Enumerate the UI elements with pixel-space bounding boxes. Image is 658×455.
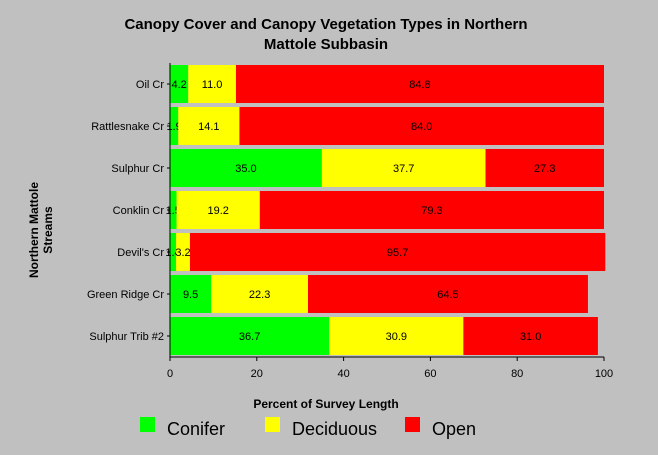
data-label-conifer-5: 9.5 <box>183 289 198 301</box>
data-label-conifer-6: 36.7 <box>239 331 260 343</box>
data-label-conifer-0: 4.2 <box>171 79 186 91</box>
y-axis-label-line-1: Northern Mattole <box>27 182 41 278</box>
data-label-deciduous-6: 30.9 <box>386 331 407 343</box>
bar-deciduous-4 <box>176 233 190 271</box>
bar-deciduous-1 <box>178 107 240 145</box>
data-label-deciduous-3: 19.2 <box>207 205 228 217</box>
data-label-open-0: 84.8 <box>409 79 430 91</box>
data-label-open-2: 27.3 <box>534 163 555 175</box>
bar-open-2 <box>485 149 604 187</box>
category-label-4: Devil's Cr <box>117 247 164 259</box>
x-tick-label-3: 60 <box>424 368 436 380</box>
category-label-2: Sulphur Cr <box>111 163 164 175</box>
x-tick-label-4: 80 <box>511 368 523 380</box>
category-label-5: Green Ridge Cr <box>87 289 164 301</box>
bar-open-4 <box>189 233 606 271</box>
bar-conifer-6 <box>170 317 330 355</box>
chart-title-line-1: Canopy Cover and Canopy Vegetation Types… <box>124 16 527 33</box>
data-label-conifer-2: 35.0 <box>235 163 256 175</box>
chart-title-line-2: Mattole Subbasin <box>264 36 388 53</box>
data-label-open-4: 95.7 <box>387 247 408 259</box>
y-axis-label-line-2: Streams <box>41 206 55 254</box>
legend: Conifer Deciduous Open <box>140 417 476 439</box>
data-label-deciduous-1: 14.1 <box>198 121 219 133</box>
bar-open-3 <box>259 191 604 229</box>
axis-layer: Oil Cr Rattlesnake Cr Sulphur Cr Conklin Cr… <box>87 63 613 380</box>
x-tick-label-1: 20 <box>251 368 263 380</box>
legend-swatch-deciduous <box>265 417 280 432</box>
bar-conifer-2 <box>170 149 322 187</box>
bar-open-5 <box>308 275 588 313</box>
bar-deciduous-6 <box>329 317 464 355</box>
category-label-3: Conklin Cr <box>113 205 165 217</box>
bar-open-6 <box>463 317 598 355</box>
category-label-6: Sulphur Trib #2 <box>89 331 164 343</box>
legend-swatch-conifer <box>140 417 155 432</box>
legend-label-open: Open <box>432 419 476 439</box>
data-label-open-6: 31.0 <box>520 331 541 343</box>
bar-deciduous-2 <box>321 149 486 187</box>
category-label-0: Oil Cr <box>136 79 164 91</box>
bar-conifer-1 <box>170 107 179 145</box>
x-axis-label: Percent of Survey Length <box>253 397 398 411</box>
x-tick-label-5: 100 <box>595 368 613 380</box>
x-tick-label-2: 40 <box>337 368 349 380</box>
bar-open-0 <box>235 65 604 103</box>
legend-label-conifer: Conifer <box>167 419 225 439</box>
legend-swatch-open <box>405 417 420 432</box>
bar-conifer-0 <box>170 65 189 103</box>
data-label-deciduous-4: 3.2 <box>175 247 190 259</box>
bars-layer: 4.2 11.0 84.81.9 14.1 84.035.0 37.7 27.31.5 19.… <box>165 65 606 355</box>
data-label-open-1: 84.0 <box>411 121 432 133</box>
x-tick-label-0: 0 <box>167 368 173 380</box>
data-label-open-5: 64.5 <box>437 289 458 301</box>
data-label-deciduous-0: 11.0 <box>202 79 223 91</box>
bar-conifer-4 <box>170 233 177 271</box>
data-label-deciduous-5: 22.3 <box>249 289 270 301</box>
bar-conifer-5 <box>170 275 212 313</box>
bar-deciduous-3 <box>176 191 260 229</box>
data-label-deciduous-2: 37.7 <box>393 163 414 175</box>
bar-conifer-3 <box>170 191 177 229</box>
data-label-open-3: 79.3 <box>421 205 442 217</box>
bar-open-1 <box>239 107 604 145</box>
bar-deciduous-5 <box>211 275 309 313</box>
legend-label-deciduous: Deciduous <box>292 419 377 439</box>
bar-deciduous-0 <box>188 65 236 103</box>
category-label-1: Rattlesnake Cr <box>91 121 164 133</box>
